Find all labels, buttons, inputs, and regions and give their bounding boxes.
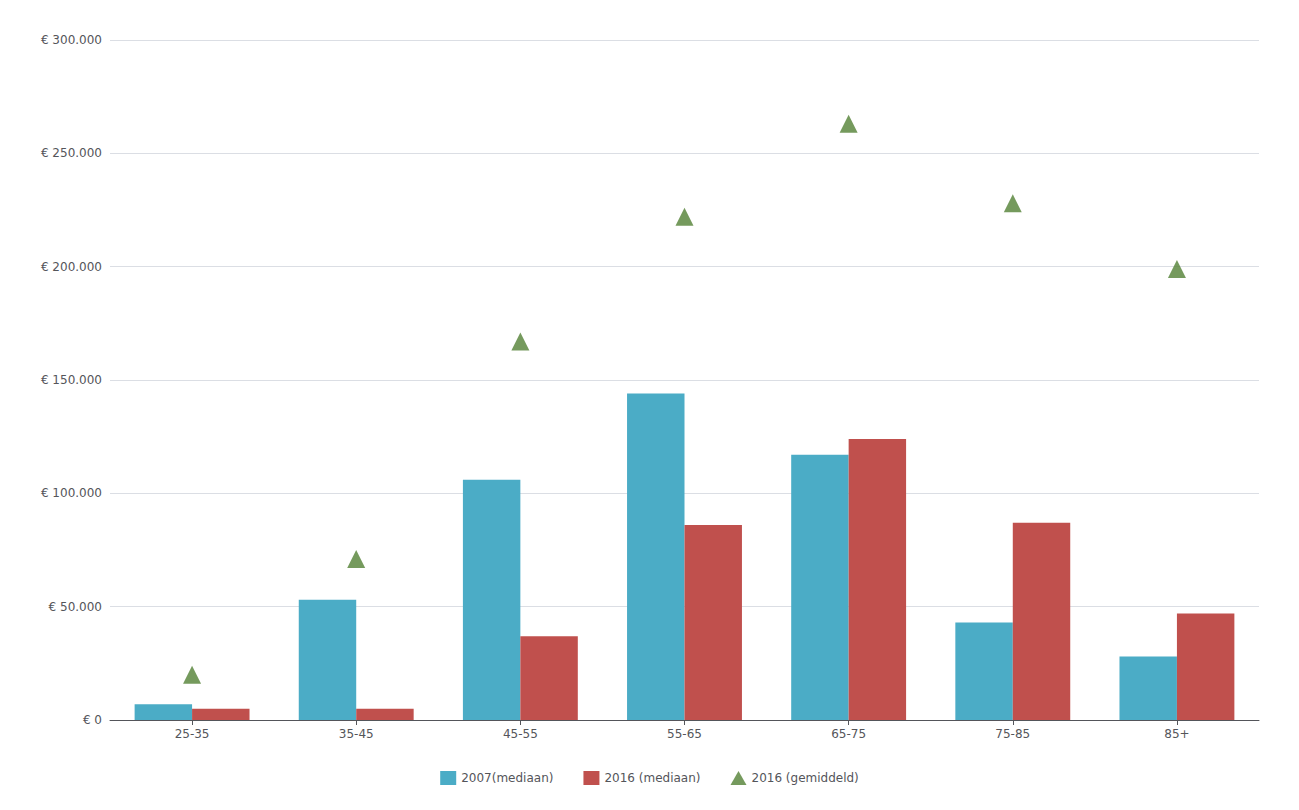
svg-text:35-45: 35-45 xyxy=(339,727,374,741)
svg-text:85+: 85+ xyxy=(1164,727,1189,741)
svg-text:€ 0: € 0 xyxy=(83,713,102,727)
svg-text:€ 50.000: € 50.000 xyxy=(49,600,102,614)
svg-text:2016 (gemiddeld): 2016 (gemiddeld) xyxy=(751,771,858,785)
svg-text:2016 (mediaan): 2016 (mediaan) xyxy=(604,771,700,785)
svg-text:55-65: 55-65 xyxy=(667,727,702,741)
svg-text:€ 250.000: € 250.000 xyxy=(41,146,102,160)
svg-text:€ 200.000: € 200.000 xyxy=(41,260,102,274)
svg-text:€ 150.000: € 150.000 xyxy=(41,373,102,387)
svg-text:75-85: 75-85 xyxy=(995,727,1030,741)
svg-text:45-55: 45-55 xyxy=(503,727,538,741)
svg-text:2007(mediaan): 2007(mediaan) xyxy=(461,771,553,785)
svg-text:25-35: 25-35 xyxy=(175,727,210,741)
svg-text:€ 100.000: € 100.000 xyxy=(41,486,102,500)
svg-text:65-75: 65-75 xyxy=(831,727,866,741)
svg-text:€ 300.000: € 300.000 xyxy=(41,33,102,47)
